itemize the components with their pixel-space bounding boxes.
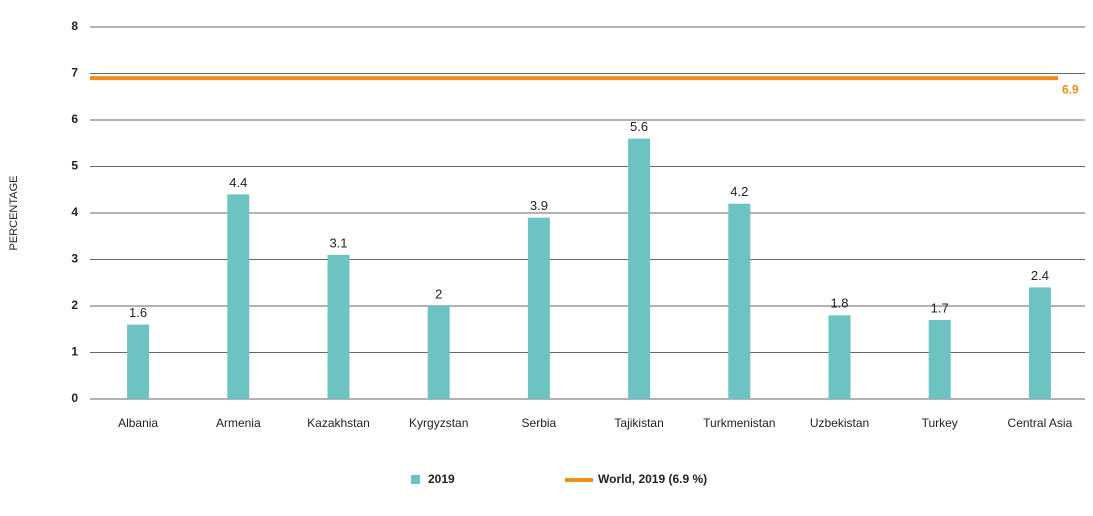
x-tick-label: Turkey: [922, 416, 958, 430]
data-label: 3.9: [530, 198, 548, 213]
y-tick-label: 3: [71, 252, 78, 266]
data-label: 4.2: [730, 184, 748, 199]
bar: [127, 324, 150, 399]
data-label: 1.8: [830, 296, 848, 311]
data-label: 1.6: [129, 305, 147, 320]
x-tick-label: Albania: [118, 416, 158, 430]
bar: [628, 138, 651, 399]
y-tick-label: 7: [71, 66, 78, 80]
data-label: 2.4: [1031, 268, 1049, 283]
y-tick-label: 5: [71, 159, 78, 173]
legend-label: 2019: [428, 472, 455, 486]
data-label: 5.6: [630, 119, 648, 134]
bar: [527, 217, 550, 399]
legend-swatch: [411, 475, 420, 484]
x-tick-label: Central Asia: [1008, 416, 1073, 430]
y-tick-label: 0: [71, 391, 78, 405]
data-label: 3.1: [329, 235, 347, 250]
x-tick-label: Turkmenistan: [703, 416, 775, 430]
bar: [427, 306, 450, 399]
y-tick-label: 6: [71, 112, 78, 126]
bar: [828, 315, 851, 399]
y-tick-label: 8: [71, 19, 78, 33]
y-tick-label: 4: [71, 205, 78, 219]
data-label: 2: [435, 286, 442, 301]
legend-label: World, 2019 (6.9 %): [598, 472, 707, 486]
reference-label: 6.9: [1062, 82, 1079, 96]
y-axis-label: PERCENTAGE: [8, 176, 20, 251]
data-label: 4.4: [229, 175, 247, 190]
bar: [1028, 287, 1051, 399]
x-tick-label: Tajikistan: [614, 416, 663, 430]
y-tick-label: 1: [71, 345, 78, 359]
x-tick-label: Kyrgyzstan: [409, 416, 468, 430]
bar: [728, 203, 751, 399]
x-tick-label: Armenia: [216, 416, 261, 430]
bar: [327, 254, 350, 399]
y-tick-label: 2: [71, 298, 78, 312]
bar: [928, 319, 951, 399]
x-tick-label: Uzbekistan: [810, 416, 869, 430]
x-tick-label: Kazakhstan: [307, 416, 370, 430]
bar: [227, 194, 250, 399]
data-label: 1.7: [931, 300, 949, 315]
x-tick-label: Serbia: [522, 416, 557, 430]
